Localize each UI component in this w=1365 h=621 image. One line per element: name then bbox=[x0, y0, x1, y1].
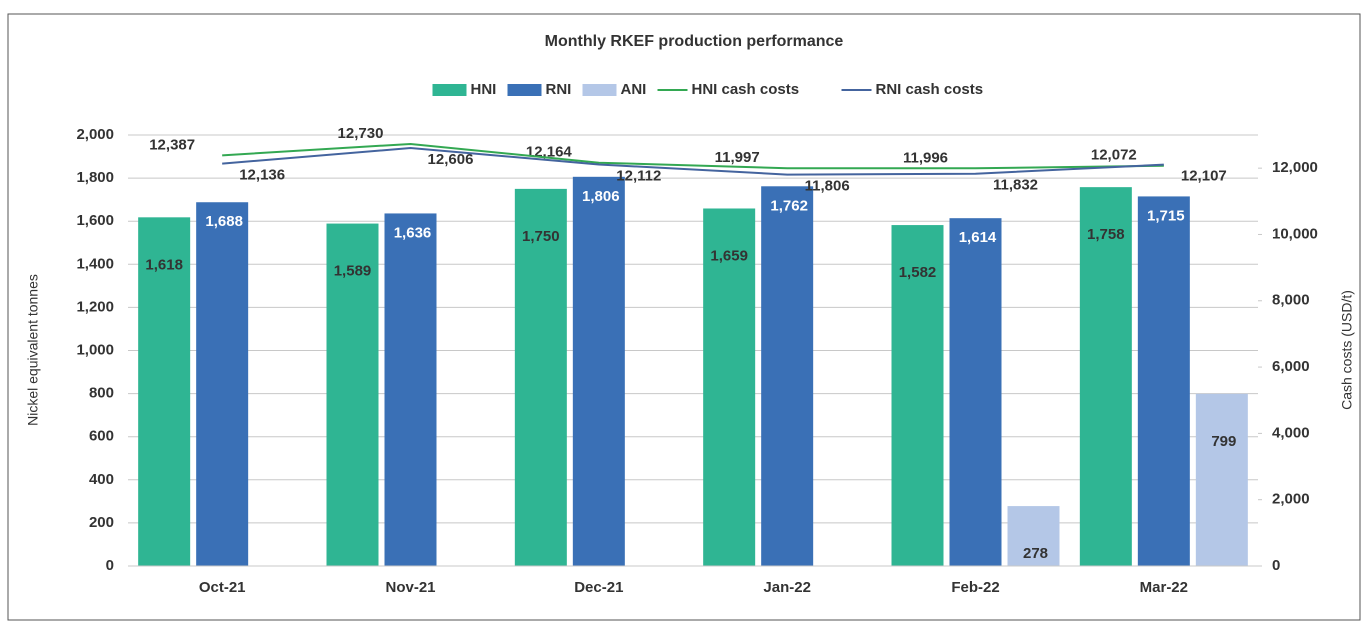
y2-tick-label: 6,000 bbox=[1272, 358, 1310, 375]
x-tick-label: Mar-22 bbox=[1140, 579, 1188, 596]
line-value-label: 12,112 bbox=[616, 167, 661, 184]
legend-label: ANI bbox=[621, 81, 647, 98]
y-tick-label: 1,000 bbox=[76, 341, 114, 358]
legend-label: HNI bbox=[471, 81, 497, 98]
line-value-label: 12,387 bbox=[149, 136, 195, 153]
bar bbox=[326, 223, 379, 566]
x-tick-label: Oct-21 bbox=[199, 579, 246, 596]
y-tick-label: 2,000 bbox=[76, 126, 114, 143]
bar bbox=[196, 202, 249, 566]
y2-tick-label: 4,000 bbox=[1272, 424, 1310, 441]
y-tick-label: 800 bbox=[89, 385, 114, 402]
x-tick-label: Dec-21 bbox=[574, 579, 623, 596]
bar bbox=[761, 186, 814, 566]
bar-value-label: 1,618 bbox=[145, 256, 183, 273]
y2-tick-label: 12,000 bbox=[1272, 159, 1318, 176]
legend-label: RNI cash costs bbox=[876, 81, 984, 98]
bar-value-label: 1,589 bbox=[334, 263, 372, 280]
bar-value-label: 1,806 bbox=[582, 188, 620, 205]
bar-value-label: 1,715 bbox=[1147, 207, 1185, 224]
y-tick-label: 200 bbox=[89, 514, 114, 531]
bar-value-label: 1,636 bbox=[394, 224, 432, 241]
bar bbox=[1079, 187, 1132, 566]
line-value-label: 12,136 bbox=[239, 167, 285, 184]
line-value-label: 12,606 bbox=[428, 151, 474, 168]
x-tick-label: Feb-22 bbox=[951, 579, 999, 596]
y2-tick-label: 10,000 bbox=[1272, 225, 1318, 242]
bar bbox=[514, 188, 567, 566]
line-value-label: 11,997 bbox=[715, 149, 760, 166]
line-value-label: 11,832 bbox=[993, 177, 1038, 194]
bar bbox=[1195, 393, 1248, 566]
bar-value-label: 1,758 bbox=[1087, 226, 1125, 243]
y-tick-label: 1,200 bbox=[76, 298, 114, 315]
y2-axis-label: Cash costs (USD/t) bbox=[1339, 290, 1355, 410]
bar-value-label: 1,750 bbox=[522, 228, 560, 245]
y-tick-label: 1,800 bbox=[76, 169, 114, 186]
line-value-label: 11,806 bbox=[805, 178, 850, 195]
legend-label: RNI bbox=[546, 81, 572, 98]
bar-value-label: 1,582 bbox=[899, 264, 937, 281]
chart-title: Monthly RKEF production performance bbox=[545, 33, 844, 50]
bar bbox=[891, 225, 944, 567]
y2-tick-label: 2,000 bbox=[1272, 491, 1310, 508]
y-tick-label: 1,400 bbox=[76, 255, 114, 272]
bar bbox=[703, 208, 756, 566]
line bbox=[222, 142, 1164, 170]
bar-value-label: 1,762 bbox=[770, 197, 808, 214]
bar-value-label: 278 bbox=[1023, 545, 1048, 562]
legend-swatch bbox=[507, 84, 542, 96]
frame bbox=[7, 13, 1361, 621]
bar bbox=[949, 218, 1002, 567]
bar bbox=[572, 176, 625, 566]
line-value-label: 12,730 bbox=[338, 125, 384, 142]
y-tick-label: 1,600 bbox=[76, 212, 114, 229]
line bbox=[222, 147, 1164, 176]
bar-value-label: 1,659 bbox=[710, 247, 748, 264]
line-value-label: 12,107 bbox=[1181, 168, 1227, 185]
y-axis-label: Nickel equivalent tonnes bbox=[25, 274, 41, 426]
x-tick-label: Nov-21 bbox=[385, 579, 435, 596]
bar bbox=[138, 217, 191, 567]
line-value-label: 11,996 bbox=[903, 149, 948, 166]
y-tick-label: 0 bbox=[106, 557, 114, 574]
bar-value-label: 1,614 bbox=[959, 229, 997, 246]
bar-value-label: 1,688 bbox=[205, 213, 243, 230]
x-tick-label: Jan-22 bbox=[763, 579, 811, 596]
legend-swatch bbox=[582, 84, 617, 96]
y2-tick-label: 8,000 bbox=[1272, 292, 1310, 309]
bar bbox=[384, 213, 437, 566]
y-tick-label: 600 bbox=[89, 428, 114, 445]
bar-value-label: 799 bbox=[1211, 433, 1236, 450]
bar bbox=[1137, 196, 1190, 567]
y-tick-label: 400 bbox=[89, 471, 114, 488]
line-value-label: 12,072 bbox=[1091, 147, 1137, 164]
legend-swatch bbox=[432, 84, 467, 96]
legend-label: HNI cash costs bbox=[692, 81, 800, 98]
bar bbox=[1007, 506, 1060, 566]
y2-tick-label: 0 bbox=[1272, 557, 1280, 574]
